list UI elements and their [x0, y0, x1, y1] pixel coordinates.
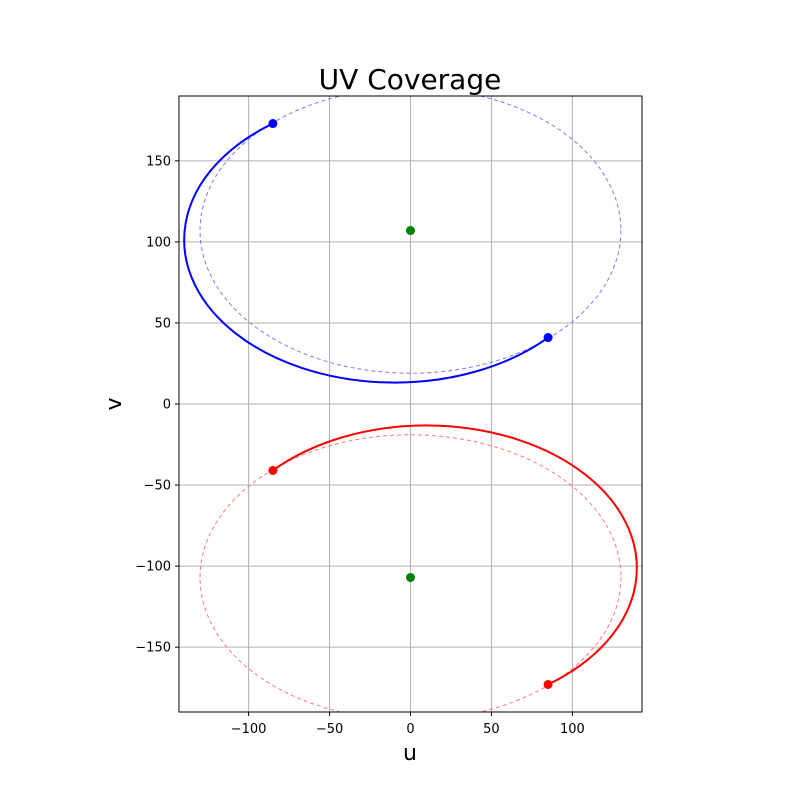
orbit-endpoint-marker — [268, 119, 278, 129]
orbit-endpoint-marker — [543, 333, 553, 343]
dashed-orbits — [199, 96, 622, 712]
solid-orbit-1 — [183, 122, 549, 384]
y-tick-label: 50 — [154, 316, 171, 331]
solid-orbits — [183, 122, 638, 686]
y-tick-label: −150 — [135, 641, 171, 656]
x-axis-label: u — [403, 741, 417, 766]
dashed-orbit-1 — [199, 96, 622, 374]
y-axis-label: v — [102, 397, 127, 410]
points — [268, 119, 553, 689]
center-point-marker — [406, 226, 415, 236]
center-point-marker — [406, 572, 415, 582]
orbit-endpoint-marker — [543, 679, 553, 689]
dashed-orbit-2 — [199, 434, 622, 712]
y-tick-label: −50 — [144, 479, 171, 494]
x-tick-label: 50 — [483, 722, 500, 737]
solid-orbit-2 — [272, 424, 638, 686]
x-tick-label: −50 — [316, 722, 343, 737]
x-tick-label: 100 — [560, 722, 585, 737]
grid — [179, 96, 642, 712]
chart-title: UV Coverage — [319, 63, 502, 96]
axis-ticks: −100 −50 0 50 100 −150 −100 −50 0 50 100 150 — [135, 154, 585, 737]
y-tick-label: −100 — [135, 560, 171, 575]
y-tick-label: 100 — [146, 235, 171, 250]
y-tick-label: 150 — [146, 154, 171, 169]
y-tick-label: 0 — [163, 398, 171, 413]
x-tick-label: 0 — [406, 722, 414, 737]
x-tick-label: −100 — [231, 722, 267, 737]
orbit-endpoint-marker — [268, 465, 278, 475]
